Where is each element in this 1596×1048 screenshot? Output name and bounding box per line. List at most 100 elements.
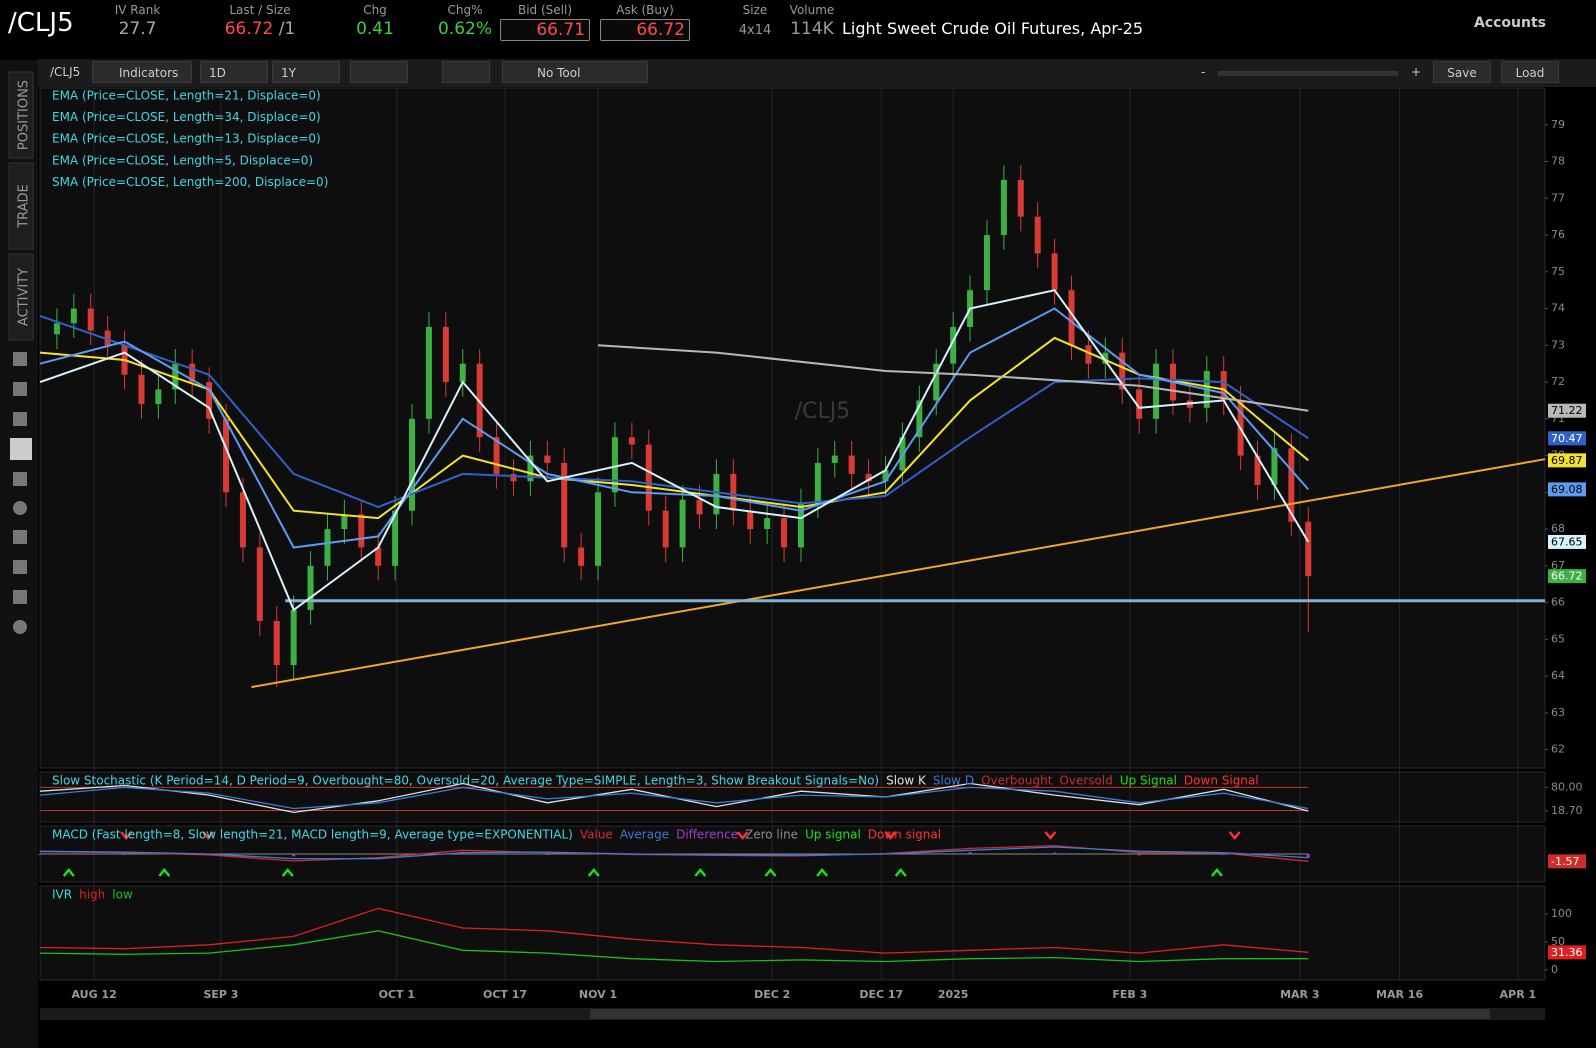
candle-body [1254,455,1261,485]
candle-body [933,363,940,401]
y-tick-label: 64 [1551,669,1565,682]
accounts-menu[interactable]: Accounts [1473,15,1546,31]
sidebar-tab[interactable]: POSITIONS [8,71,34,159]
histogram-bar [207,854,211,855]
candle-body [425,326,432,419]
y-tick-label: 73 [1551,338,1565,351]
last-value-label: 70.47 [1551,432,1583,445]
candle-body [747,510,754,530]
tab-label[interactable]: POSITIONS [17,80,32,150]
indicator-line [39,336,1309,520]
candle-body [324,529,331,566]
field-value-row: 66.72 /1 [200,19,320,39]
icon[interactable] [13,382,27,396]
indicators-button[interactable]: Indicators [92,61,192,83]
field-value[interactable]: 66.72 [600,19,690,41]
legend-entry: EMA (Price=CLOSE, Length=13, Displace=0) [52,132,321,146]
save-button[interactable]: Save [1433,61,1491,83]
candle-body [172,363,179,390]
field-value[interactable]: 66.71 [500,19,590,41]
study-line [39,786,1309,810]
candle-body [239,492,246,548]
legend-entry: IVR [52,888,72,902]
legend-entry: Down Signal [1184,774,1259,788]
icon[interactable] [13,530,27,544]
icon[interactable] [13,472,27,486]
candle-body [797,503,804,548]
zoom-in[interactable]: + [1411,65,1422,79]
last-value-label: 69.08 [1551,483,1583,496]
field-value: 114K [790,19,834,39]
sidebar-tab[interactable]: TRADE [8,162,34,250]
legend-entry: Difference [676,828,738,842]
legend-entry: Zero line [745,828,798,842]
field: Size 4x14 [730,3,780,38]
indicator-line [39,314,1309,509]
candle-body [273,620,280,666]
scroll-thumb[interactable] [590,1009,1490,1019]
sidebar-icons [10,352,32,634]
last-value-box [1548,482,1586,497]
study-line [39,930,1309,963]
icon[interactable] [13,412,27,426]
signal-marker [1044,831,1057,840]
legend-entry: Down signal [868,828,941,842]
y-tick-label: 0 [1551,963,1558,976]
icon[interactable] [13,501,27,515]
indicator-line [39,307,1310,549]
drawing-select[interactable] [442,61,490,83]
candle-body [916,400,923,438]
tool-select[interactable]: No Tool [502,61,648,83]
legend-entry: EMA (Price=CLOSE, Length=5, Displace=0) [52,153,313,167]
y-tick-label: 72 [1551,375,1565,388]
icon[interactable] [13,352,27,366]
last-value-box [1548,534,1586,549]
zoom-slider[interactable] [1218,71,1398,76]
signal-marker [120,831,133,840]
legend-entry: Slow Stochastic (K Period=14, D Period=9… [52,774,879,788]
tab-label[interactable]: TRADE [17,184,32,229]
aggregation-select[interactable]: 1D [200,61,268,83]
y-tick-label: 100 [1551,907,1572,920]
candle-body [1068,290,1075,346]
icon[interactable] [13,620,27,634]
icon[interactable] [13,590,27,604]
study-line [39,907,1309,954]
x-tick-label: APR 1 [1500,988,1537,1001]
candle-body [983,235,990,291]
icon[interactable] [13,560,27,574]
candle-body [358,514,365,548]
candle-body [730,473,737,511]
y-tick-label: 77 [1551,191,1565,204]
field-label: Volume [789,3,835,17]
last-value-box [1548,854,1586,869]
last-value-label: 66.72 [1551,570,1583,583]
signal-marker [202,831,215,840]
candle-body [1000,179,1007,236]
candle-body [409,418,416,511]
legend-entry: EMA (Price=CLOSE, Length=21, Displace=0) [52,89,321,103]
chart-style-select[interactable] [350,61,408,83]
candle-body [290,609,297,666]
field-label: Ask (Buy) [616,3,674,17]
drawn-line [251,458,1546,689]
sidebar-tab[interactable]: ACTIVITY [8,253,34,341]
y-tick-label: 62 [1551,743,1565,756]
watermark: /CLJ5 [795,399,851,424]
range-select[interactable]: 1Y [272,61,340,83]
field-label: Size [742,3,768,17]
zoom-out[interactable]: - [1201,65,1206,79]
candle-body [341,514,348,530]
load-button[interactable]: Load [1501,61,1559,83]
candle-body [662,510,669,548]
icon-active[interactable] [10,438,32,460]
toolbar-symbol[interactable]: /CLJ5 [50,65,81,79]
tab-label[interactable]: ACTIVITY [17,268,32,326]
x-tick-label: DEC 2 [754,988,790,1001]
legend-entry: Slow D [933,774,974,788]
x-tick-label: OCT 17 [483,988,527,1001]
field-value: 0.41 [356,19,394,39]
last-value-box [1548,569,1586,584]
legend-entry: Oversold [1059,774,1112,788]
candle-body [189,363,196,383]
